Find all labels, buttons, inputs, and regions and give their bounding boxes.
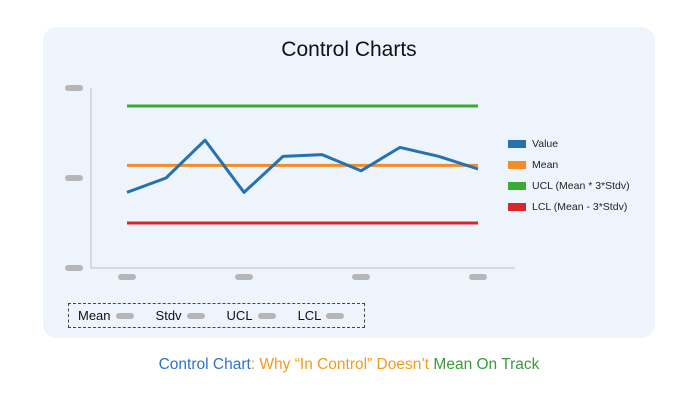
stat-lcl-placeholder [326,312,345,319]
legend-swatch-1 [508,139,526,148]
y-tick-placeholder-3 [65,265,83,271]
stat-mean-label: Mean [78,308,111,323]
chart-axes [65,85,515,280]
chart-title: Control Charts [281,38,417,61]
stat-ucl: UCL [227,308,276,323]
legend-label-1: Value [532,137,559,150]
chart-card [43,27,655,338]
x-tick-placeholder-2 [235,274,253,280]
stat-stdv-label: Stdv [155,308,182,323]
series-line-1 [126,138,479,194]
legend-item-4: LCL (Mean - 3*Stdv) [508,199,658,214]
caption-part-2: : [250,356,256,373]
caption-part-4: Mean On Track [429,356,540,373]
y-tick-placeholder-1 [65,85,83,91]
stat-stdv: Stdv [156,308,205,323]
y-tick-placeholder-2 [65,175,83,181]
legend-item-3: UCL (Mean * 3*Stdv) [508,178,658,193]
legend-swatch-2 [508,160,526,169]
stat-ucl-label: UCL [226,308,253,323]
x-tick-placeholder-1 [118,274,136,280]
caption: Control Chart: Why “In Control” Doesn’t … [0,356,698,374]
stat-lcl-label: LCL [297,308,322,323]
stat-lcl: LCL [298,308,345,323]
caption-part-1: Control Chart [158,356,251,373]
legend-label-2: Mean [532,158,559,171]
chart-legend: Value Mean UCL (Mean * 3*Stdv) LCL (Mean - … [508,136,658,220]
caption-part-3: Why “In Control” Doesn’t [255,356,430,373]
stats-box: Mean Stdv UCL LCL [68,303,365,328]
stat-mean-placeholder [115,312,134,319]
legend-item-2: Mean [508,157,658,172]
legend-label-3: UCL (Mean * 3*Stdv) [532,179,630,192]
chart-series [126,104,479,225]
stat-ucl-placeholder [257,312,276,319]
stat-mean: Mean [78,308,134,323]
legend-item-1: Value [508,136,658,151]
stat-stdv-placeholder [186,312,205,319]
legend-swatch-3 [508,181,526,190]
x-tick-placeholder-3 [352,274,370,280]
x-tick-placeholder-4 [469,274,487,280]
legend-label-4: LCL (Mean - 3*Stdv) [532,200,628,213]
legend-swatch-4 [508,202,526,211]
